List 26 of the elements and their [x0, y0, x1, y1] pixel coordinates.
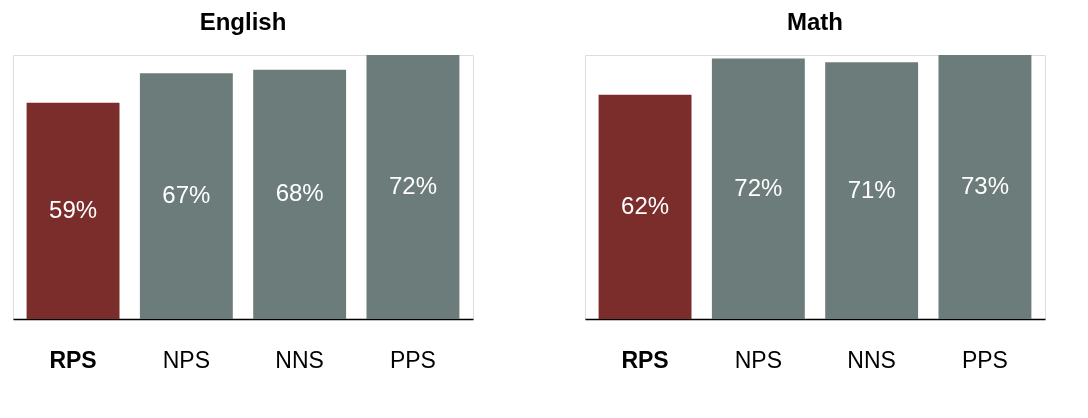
- data-label: 68%: [275, 179, 324, 207]
- chart-title: English: [199, 8, 287, 35]
- bar: [366, 55, 460, 319]
- data-label: 71%: [847, 175, 896, 203]
- x-tick-label: NPS: [734, 346, 782, 373]
- bar: [825, 62, 919, 319]
- x-tick-label: NNS: [847, 346, 896, 373]
- x-tick-label: PPS: [961, 346, 1008, 373]
- bar: [253, 69, 347, 319]
- data-label: 67%: [162, 181, 211, 209]
- data-label: 72%: [388, 172, 437, 199]
- x-tick-label: PPS: [389, 346, 436, 373]
- x-tick-label: RPS: [49, 346, 97, 373]
- bar: [938, 55, 1032, 319]
- data-label: 73%: [960, 172, 1009, 199]
- bar: [711, 58, 805, 319]
- bar: [26, 102, 120, 319]
- x-tick-label: RPS: [621, 346, 669, 373]
- bar: [598, 94, 692, 319]
- bar: [139, 73, 233, 319]
- x-tick-label: NNS: [275, 346, 324, 373]
- chart-title: Math: [787, 8, 843, 35]
- data-label: 72%: [734, 173, 783, 201]
- data-label: 62%: [621, 191, 670, 219]
- x-tick-label: NPS: [162, 346, 210, 373]
- data-label: 59%: [49, 195, 98, 223]
